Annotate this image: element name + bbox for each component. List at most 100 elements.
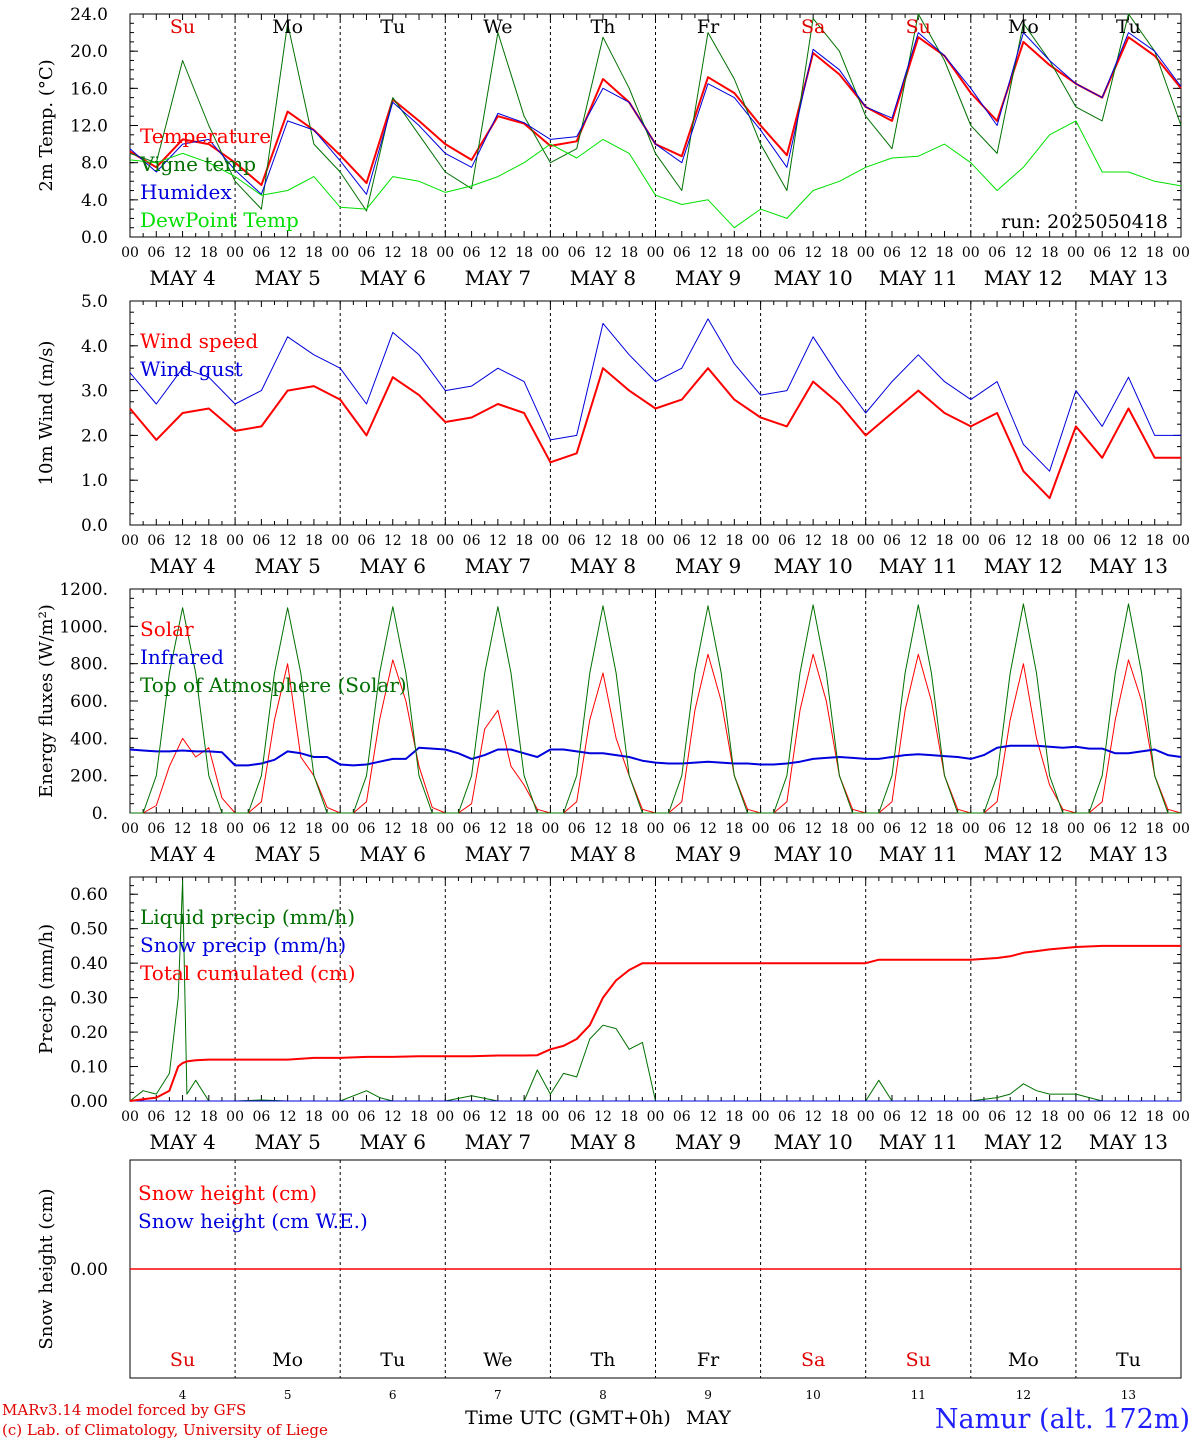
hour-tick-label: 12 (804, 533, 822, 549)
hour-tick-label: 06 (988, 533, 1006, 549)
hour-tick-label: 00 (647, 821, 665, 837)
hour-tick-label: 12 (699, 1109, 717, 1125)
panel-1: 0.0 4.0 8.0 12.0 16.0 20.0 24.0 2m Temp. (°C) Te… (36, 5, 1190, 290)
legend-entry: Wind gust (140, 357, 243, 381)
legend-entry: Solar (140, 617, 194, 641)
day-number: 9 (704, 1388, 712, 1402)
hour-tick-label: 18 (1041, 1109, 1059, 1125)
x-axis-label: Time UTC (GMT+0h) (465, 1407, 671, 1429)
day-number: 6 (389, 1388, 397, 1402)
hour-tick-label: 18 (620, 1109, 638, 1125)
hour-tick-label: 06 (778, 533, 796, 549)
hour-tick-label: 06 (883, 821, 901, 837)
hour-tick-label: 18 (725, 533, 743, 549)
hour-tick-label: 00 (857, 821, 875, 837)
hour-tick-label: 12 (699, 533, 717, 549)
day-label: MAY 12 (984, 554, 1063, 578)
day-label: MAY 8 (570, 1130, 636, 1154)
hour-tick-label: 00 (541, 1109, 559, 1125)
y-tick-label: 0.40 (70, 954, 108, 974)
hour-tick-label: 00 (647, 245, 665, 261)
hour-tick-label: 00 (331, 821, 349, 837)
hour-tick-label: 12 (279, 245, 297, 261)
weekday-label: Sa (801, 16, 825, 38)
weekday-label: We (483, 16, 512, 38)
day-label: MAY 13 (1089, 1130, 1168, 1154)
day-number: 12 (1016, 1388, 1031, 1402)
hour-tick-label: 18 (200, 821, 218, 837)
y-tick-label: 4.0 (81, 337, 108, 357)
hour-tick-label: 12 (174, 1109, 192, 1125)
hour-tick-label: 06 (568, 533, 586, 549)
day-number: 4 (179, 1388, 187, 1402)
hour-tick-label: 18 (410, 821, 428, 837)
legend-entry: Snow height (cm) (138, 1181, 317, 1205)
hour-tick-label: 18 (831, 821, 849, 837)
hour-tick-label: 18 (1146, 821, 1164, 837)
weekday-label: Tu (380, 16, 405, 38)
hour-tick-label: 18 (936, 821, 954, 837)
day-label: MAY 13 (1089, 842, 1168, 866)
y-tick-label: 16.0 (70, 79, 108, 99)
hour-tick-label: 06 (358, 245, 376, 261)
hour-tick-label: 12 (1014, 245, 1032, 261)
hour-tick-label: 18 (410, 533, 428, 549)
hour-tick-label: 06 (1093, 821, 1111, 837)
panel-4: 0.00 0.10 0.20 0.30 0.40 0.50 0.60 Precip (mm/h… (36, 876, 1190, 1154)
plot-frame (129, 300, 1182, 526)
hour-tick-label: 00 (647, 533, 665, 549)
hour-tick-label: 06 (252, 533, 270, 549)
hour-tick-label: 00 (1172, 821, 1190, 837)
hour-tick-label: 06 (147, 533, 165, 549)
hour-tick-label: 06 (147, 245, 165, 261)
hour-tick-label: 00 (857, 1109, 875, 1125)
y-tick-label: 20.0 (70, 42, 108, 62)
hour-tick-label: 12 (1120, 533, 1138, 549)
legend-entry: Snow height (cm W.E.) (138, 1209, 368, 1233)
hour-tick-label: 18 (515, 533, 533, 549)
hour-tick-label: 12 (594, 1109, 612, 1125)
hour-tick-label: 18 (831, 533, 849, 549)
day-number: 8 (599, 1388, 607, 1402)
month-label: MAY (686, 1407, 731, 1429)
day-label: MAY 7 (465, 842, 531, 866)
hour-tick-label: 00 (857, 533, 875, 549)
series-line-1 (129, 367, 1181, 500)
hour-tick-label: 12 (594, 533, 612, 549)
series-line-4 (129, 120, 1182, 229)
day-label: MAY 12 (984, 842, 1063, 866)
y-tick-label: 800. (70, 655, 108, 675)
hour-tick-label: 12 (1014, 533, 1032, 549)
series-line-2 (129, 13, 1182, 212)
y-axis-label: Snow height (cm) (36, 1188, 57, 1349)
weekday-label: Mo (1008, 16, 1039, 38)
day-label: MAY 10 (774, 266, 853, 290)
panel-2: 0.0 1.0 2.0 3.0 4.0 5.0 10m Wind (m/s) Wind spe… (36, 292, 1190, 578)
weekday-label: Su (170, 1349, 195, 1371)
y-tick-label: 8.0 (81, 154, 108, 174)
weekday-label: Su (906, 16, 931, 38)
series-line-2 (129, 744, 1182, 767)
day-label: MAY 5 (254, 554, 320, 578)
hour-tick-label: 00 (752, 821, 770, 837)
weekday-label: Tu (380, 1349, 405, 1371)
hour-tick-label: 00 (121, 1109, 139, 1125)
y-tick-label: 0.10 (70, 1058, 108, 1078)
weekday-label: Th (590, 1349, 615, 1371)
hour-tick-label: 00 (752, 245, 770, 261)
hour-tick-label: 12 (489, 821, 507, 837)
day-label: MAY 11 (879, 1130, 958, 1154)
day-number: 7 (494, 1388, 502, 1402)
day-label: MAY 6 (360, 554, 426, 578)
legend-entry: Wind speed (140, 329, 258, 353)
plot-frame (129, 588, 1182, 814)
hour-tick-label: 18 (725, 821, 743, 837)
y-tick-label: 0.0 (81, 516, 108, 536)
hour-tick-label: 18 (1041, 245, 1059, 261)
hour-tick-label: 06 (568, 245, 586, 261)
hour-tick-label: 12 (384, 821, 402, 837)
hour-tick-label: 06 (883, 1109, 901, 1125)
hour-tick-label: 06 (988, 245, 1006, 261)
hour-tick-label: 18 (305, 533, 323, 549)
